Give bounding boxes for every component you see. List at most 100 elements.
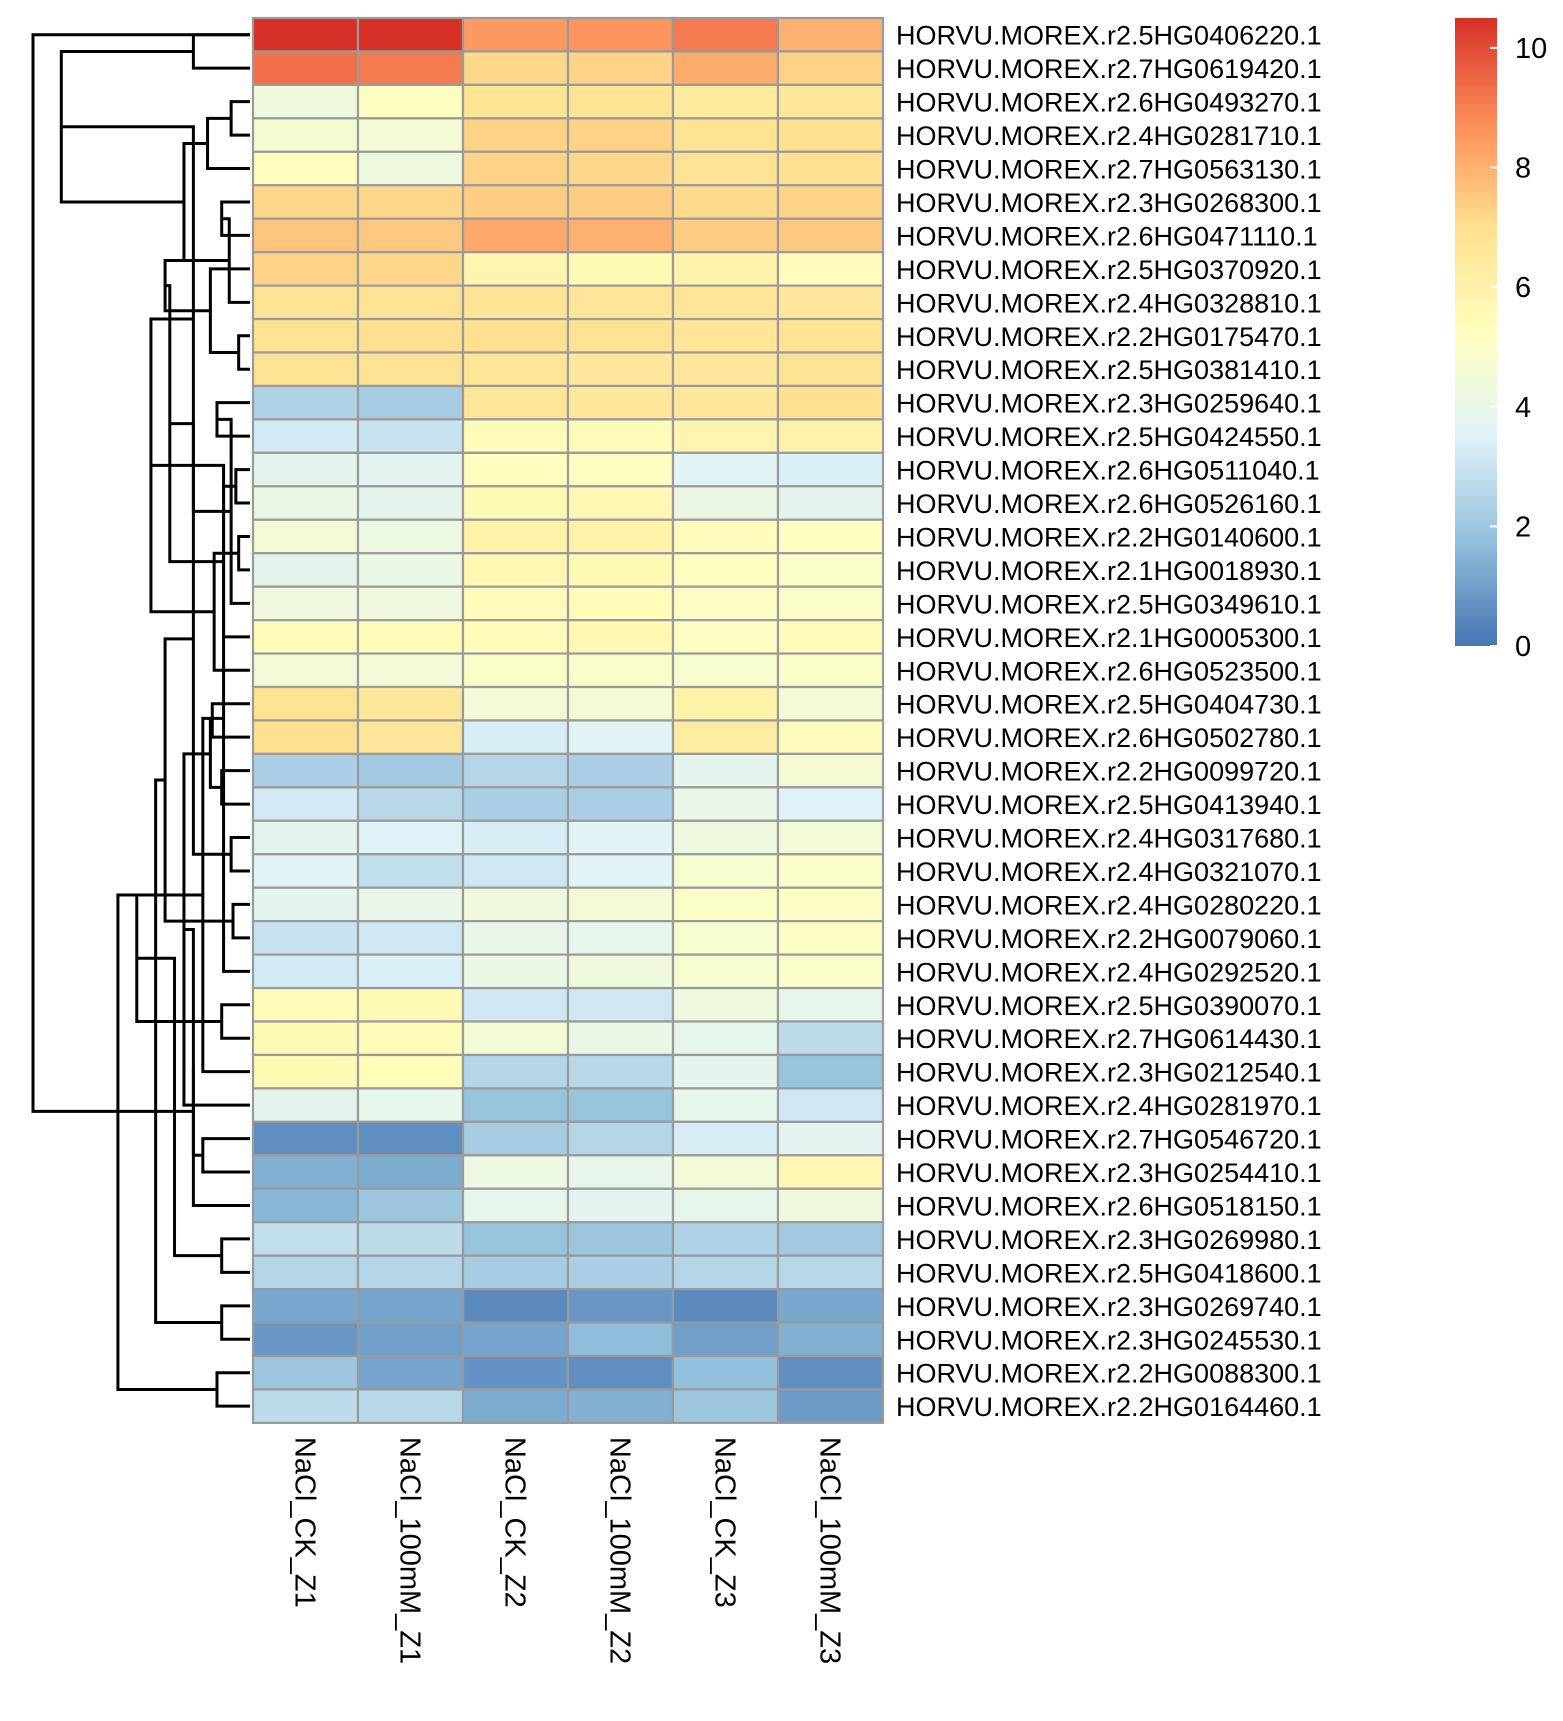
dendrogram-branch: [154, 778, 222, 1325]
heatmap-cell: [461, 1120, 570, 1157]
dendrogram-branch: [220, 1304, 250, 1341]
heatmap-cell: [671, 618, 780, 655]
heatmap-cell: [566, 217, 675, 254]
heatmap-cell: [671, 117, 780, 153]
heatmap-cell: [671, 184, 780, 220]
heatmap-cell: [251, 317, 360, 354]
row-label: HORVU.MOREX.r2.5HG0349610.1: [896, 589, 1322, 619]
heatmap-cell: [251, 618, 360, 655]
column-label: NaCl_CK_Z1: [289, 1437, 321, 1608]
heatmap-cell: [566, 953, 675, 990]
heatmap-cell: [251, 83, 360, 120]
dendrogram-branch: [206, 116, 250, 171]
heatmap-cell: [566, 150, 675, 187]
heatmap-cell: [251, 986, 360, 1023]
row-label: HORVU.MOREX.r2.4HG0317680.1: [896, 824, 1322, 854]
dendrogram-branch: [222, 484, 250, 639]
heatmap-cell: [671, 1254, 780, 1291]
dendrogram-branch: [150, 463, 250, 973]
heatmap-cell: [356, 50, 465, 87]
heatmap-cell: [461, 652, 570, 689]
heatmap-cell: [461, 451, 570, 488]
heatmap-cell: [776, 518, 885, 555]
row-label: HORVU.MOREX.r2.2HG0088300.1: [896, 1359, 1322, 1389]
heatmap-cell: [356, 1020, 465, 1057]
row-label: HORVU.MOREX.r2.3HG0212540.1: [896, 1058, 1322, 1088]
heatmap-cell: [671, 217, 780, 254]
row-label: HORVU.MOREX.r2.7HG0546720.1: [896, 1125, 1322, 1155]
row-label: HORVU.MOREX.r2.2HG0079060.1: [896, 924, 1322, 954]
heatmap-cell: [461, 384, 570, 421]
row-label: HORVU.MOREX.r2.4HG0292520.1: [896, 957, 1322, 987]
heatmap-cell: [461, 1053, 570, 1090]
row-label: HORVU.MOREX.r2.6HG0511040.1: [896, 456, 1320, 486]
dendrogram-branch: [165, 284, 224, 564]
heatmap-cell: [776, 1020, 885, 1057]
row-label: HORVU.MOREX.r2.1HG0005300.1: [896, 623, 1322, 653]
heatmap-cell: [356, 986, 465, 1023]
row-label: HORVU.MOREX.r2.5HG0406220.1: [896, 21, 1322, 51]
heatmap-cell: [251, 518, 360, 555]
heatmap-cell: [356, 1254, 465, 1291]
heatmap-cell: [671, 1020, 780, 1057]
heatmap-cell: [251, 685, 360, 722]
heatmap-cell: [356, 117, 465, 153]
heatmap-cell: [356, 150, 465, 187]
heatmap-cell: [776, 1154, 885, 1190]
heatmap-cell: [356, 752, 465, 789]
row-label: HORVU.MOREX.r2.4HG0281710.1: [896, 121, 1322, 151]
heatmap-cell: [461, 1321, 570, 1358]
heatmap-cell: [671, 518, 780, 555]
heatmap-cell: [251, 1053, 360, 1090]
dendrogram-branch: [183, 928, 250, 1207]
heatmap-cell: [776, 50, 885, 87]
heatmap-cell: [356, 1287, 465, 1324]
heatmap-cell: [251, 853, 360, 889]
heatmap-cell: [671, 351, 780, 388]
heatmap-cell: [671, 251, 780, 287]
heatmap-cell: [776, 719, 885, 756]
heatmap-cell: [356, 552, 465, 588]
heatmap-cell: [776, 451, 885, 488]
heatmap-cell: [671, 552, 780, 588]
heatmap-cell: [671, 1388, 780, 1424]
heatmap-cell: [776, 1053, 885, 1090]
legend-tick-label: 8: [1515, 153, 1531, 185]
heatmap-cell: [251, 251, 360, 287]
row-labels: HORVU.MOREX.r2.5HG0406220.1 HORVU.MOREX.r…: [896, 21, 1322, 1422]
heatmap-cell: [461, 217, 570, 254]
heatmap-cell: [461, 786, 570, 822]
heatmap-cell: [461, 685, 570, 722]
dendrogram-branch: [237, 334, 250, 371]
heatmap-cell: [671, 719, 780, 756]
heatmap-cell: [356, 16, 465, 53]
heatmap-cell: [356, 1354, 465, 1391]
heatmap-cell: [356, 217, 465, 254]
heatmap-cell: [461, 752, 570, 789]
heatmap-cell: [776, 184, 885, 220]
row-label: HORVU.MOREX.r2.6HG0493270.1: [896, 88, 1322, 118]
heatmap-cell: [566, 1221, 675, 1257]
heatmap-cell: [251, 920, 360, 956]
heatmap-cell: [776, 819, 885, 856]
row-label: HORVU.MOREX.r2.6HG0471110.1: [896, 221, 1318, 251]
heatmap-cell: [566, 1087, 675, 1123]
heatmap-cell: [671, 1354, 780, 1391]
heatmap-cell: [566, 853, 675, 889]
heatmap-cell: [776, 853, 885, 889]
heatmap-cell: [566, 317, 675, 354]
heatmap-cell: [776, 618, 885, 655]
dendrogram-branch: [220, 1237, 250, 1274]
row-label: HORVU.MOREX.r2.5HG0381410.1: [896, 355, 1322, 385]
heatmap-cell: [356, 384, 465, 421]
heatmap-cell: [461, 853, 570, 889]
heatmap-cell: [356, 786, 465, 822]
heatmap-cell: [356, 618, 465, 655]
heatmap-cell: [461, 251, 570, 287]
heatmap-cell: [776, 953, 885, 990]
heatmap-cell: [566, 251, 675, 287]
heatmap-cell: [671, 1120, 780, 1157]
heatmap-cell: [356, 652, 465, 689]
heatmap-cell: [566, 418, 675, 454]
dendrogram-branch: [116, 893, 217, 1391]
